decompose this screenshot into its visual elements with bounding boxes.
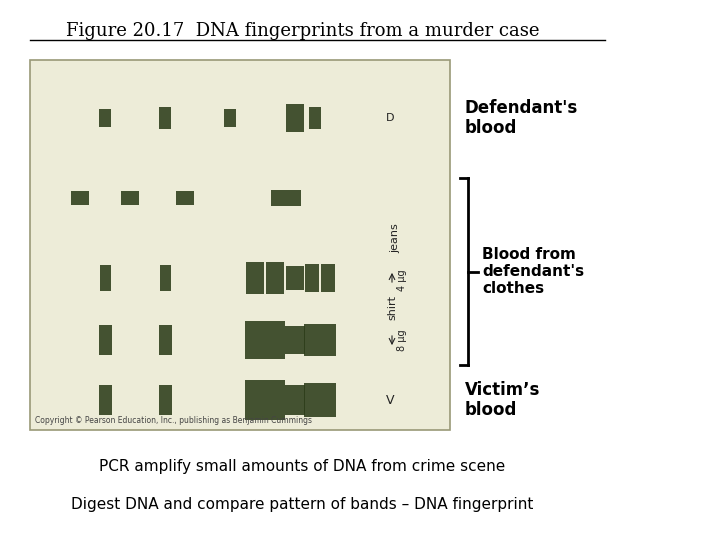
FancyBboxPatch shape [99, 325, 112, 355]
FancyBboxPatch shape [304, 324, 320, 356]
FancyBboxPatch shape [271, 190, 289, 206]
Text: PCR amplify small amounts of DNA from crime scene: PCR amplify small amounts of DNA from cr… [99, 458, 505, 474]
FancyBboxPatch shape [285, 326, 305, 354]
Text: 4 µg: 4 µg [397, 269, 407, 291]
Text: shirt: shirt [387, 295, 397, 321]
Text: Victim’s
blood: Victim’s blood [465, 381, 541, 420]
FancyBboxPatch shape [224, 109, 236, 127]
Text: Figure 20.17  DNA fingerprints from a murder case: Figure 20.17 DNA fingerprints from a mur… [66, 22, 539, 40]
FancyBboxPatch shape [158, 325, 171, 355]
FancyBboxPatch shape [320, 383, 336, 417]
FancyBboxPatch shape [71, 191, 89, 205]
FancyBboxPatch shape [99, 265, 110, 291]
FancyBboxPatch shape [99, 385, 112, 415]
FancyBboxPatch shape [266, 262, 284, 294]
FancyBboxPatch shape [99, 109, 111, 127]
FancyBboxPatch shape [176, 191, 194, 205]
FancyBboxPatch shape [158, 385, 171, 415]
FancyBboxPatch shape [321, 264, 335, 292]
FancyBboxPatch shape [285, 385, 305, 415]
FancyBboxPatch shape [286, 104, 304, 132]
FancyBboxPatch shape [245, 380, 265, 420]
FancyBboxPatch shape [309, 107, 321, 129]
FancyBboxPatch shape [305, 264, 319, 292]
Text: Defendant's
blood: Defendant's blood [465, 99, 578, 137]
FancyBboxPatch shape [160, 265, 171, 291]
Text: Digest DNA and compare pattern of bands – DNA fingerprint: Digest DNA and compare pattern of bands … [71, 497, 534, 512]
FancyBboxPatch shape [304, 383, 320, 417]
FancyBboxPatch shape [265, 380, 285, 420]
Text: jeans: jeans [390, 223, 400, 253]
FancyBboxPatch shape [265, 321, 285, 359]
FancyBboxPatch shape [286, 266, 304, 290]
Text: Copyright © Pearson Education, Inc., publishing as Benjamin Cummings: Copyright © Pearson Education, Inc., pub… [35, 416, 312, 425]
FancyBboxPatch shape [289, 190, 301, 206]
FancyBboxPatch shape [245, 321, 265, 359]
Text: Blood from
defendant's
clothes: Blood from defendant's clothes [482, 247, 584, 296]
FancyBboxPatch shape [159, 107, 171, 129]
FancyBboxPatch shape [121, 191, 139, 205]
FancyBboxPatch shape [30, 60, 450, 430]
Text: 8 µg: 8 µg [397, 329, 407, 351]
Text: D: D [386, 113, 395, 123]
FancyBboxPatch shape [320, 324, 336, 356]
FancyBboxPatch shape [246, 262, 264, 294]
Text: V: V [386, 394, 395, 407]
